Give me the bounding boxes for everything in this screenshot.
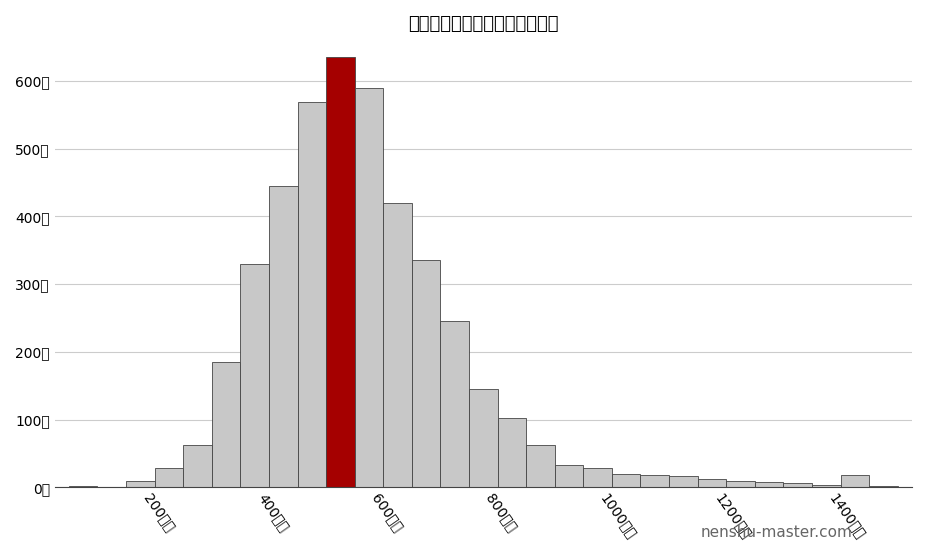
Bar: [726, 481, 755, 487]
Bar: [184, 445, 211, 487]
Bar: [812, 485, 841, 487]
Bar: [641, 475, 669, 487]
Bar: [469, 389, 498, 487]
Bar: [383, 203, 412, 487]
Title: システム情報の年収ポジション: システム情報の年収ポジション: [408, 15, 559, 33]
Bar: [326, 57, 355, 487]
Bar: [554, 465, 583, 487]
Bar: [498, 418, 527, 487]
Bar: [69, 486, 97, 487]
Bar: [841, 475, 870, 487]
Text: nenshu-master.com: nenshu-master.com: [701, 525, 853, 540]
Bar: [155, 468, 184, 487]
Bar: [412, 260, 440, 487]
Bar: [583, 468, 612, 487]
Bar: [355, 87, 383, 487]
Bar: [755, 482, 783, 487]
Bar: [126, 481, 155, 487]
Bar: [698, 479, 726, 487]
Bar: [211, 362, 240, 487]
Bar: [783, 483, 812, 487]
Bar: [240, 263, 269, 487]
Bar: [669, 476, 698, 487]
Bar: [269, 186, 298, 487]
Bar: [870, 486, 897, 487]
Bar: [527, 445, 554, 487]
Bar: [298, 102, 326, 487]
Bar: [440, 321, 469, 487]
Bar: [612, 474, 641, 487]
